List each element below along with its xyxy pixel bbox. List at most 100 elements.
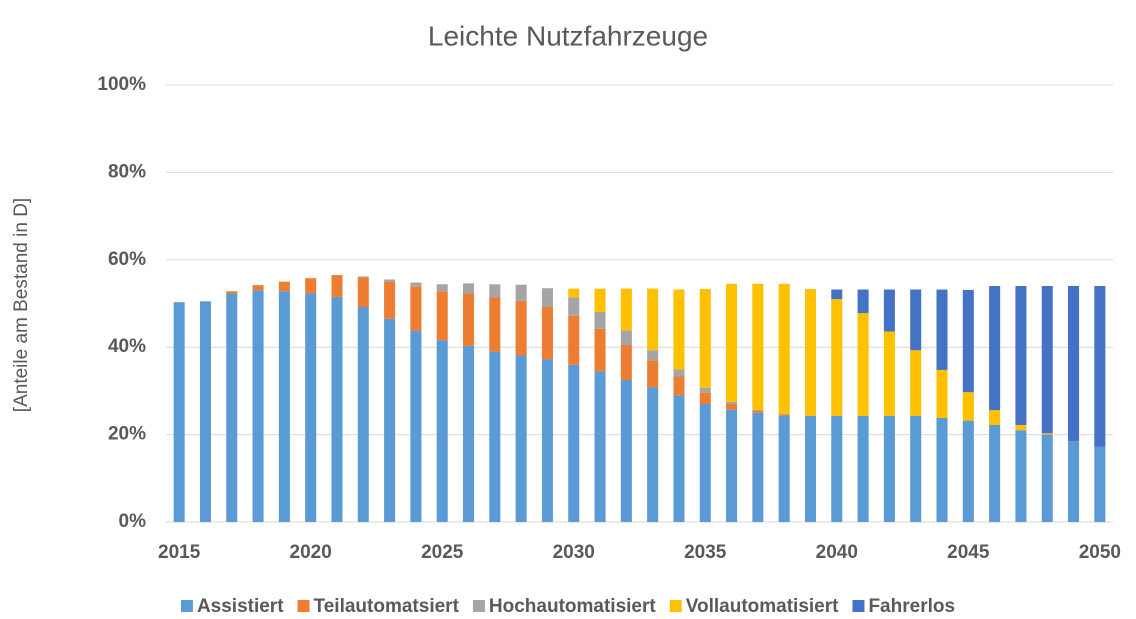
legend-swatch (297, 600, 310, 612)
x-tick-label: 2035 (684, 542, 727, 563)
bar-segment (962, 392, 974, 421)
bar-segment (620, 379, 632, 522)
bar-segment (726, 404, 738, 410)
bar-segment (910, 289, 922, 351)
bar-segment (620, 330, 632, 346)
bar-segment (384, 281, 396, 319)
bar-segment (647, 350, 659, 361)
bar-segment (699, 387, 711, 393)
bar-segment (1015, 286, 1027, 425)
bar-segment (936, 417, 948, 522)
bar-segment (752, 283, 764, 410)
bar-segment (541, 306, 553, 360)
bar-segment (831, 415, 843, 522)
legend-swatch (180, 600, 193, 612)
legend-swatch (669, 600, 682, 612)
bar-segment (226, 291, 238, 294)
bar-segment (989, 286, 1001, 411)
bar-segment (541, 288, 553, 307)
bar-segment (726, 283, 738, 402)
y-tick-label: 40% (108, 336, 146, 357)
bar-segment (1041, 286, 1053, 434)
bar-segment (252, 290, 264, 522)
bar-segment (410, 286, 422, 331)
bar-segment (726, 409, 738, 522)
legend-label: Teilautomatsiert (314, 596, 460, 617)
bar-segment (462, 293, 475, 346)
bar-segment (883, 289, 895, 332)
bar-segment (883, 331, 895, 416)
bar-segment (305, 293, 317, 522)
bar-segment (673, 395, 685, 522)
bar-segment (804, 289, 817, 416)
bar-segment (831, 289, 843, 300)
bar-segment (515, 355, 527, 522)
bar-segment (515, 284, 527, 301)
bar-segment (620, 345, 632, 380)
y-tick-label: 20% (108, 424, 146, 445)
bar-segment (1041, 434, 1053, 522)
bar-segment (831, 299, 843, 416)
bar-segment (357, 276, 369, 278)
bar-segment (568, 315, 580, 365)
chart-title: Leichte Nutzfahrzeuge (428, 20, 708, 51)
bar-segment (305, 278, 317, 294)
x-tick-label: 2045 (947, 542, 990, 563)
bar-segment (331, 296, 343, 522)
bar-segment (910, 415, 922, 522)
bar-segment (752, 410, 764, 413)
bar-segment (936, 369, 948, 418)
bar-segment (620, 288, 632, 331)
bar-segment (252, 285, 264, 291)
bar-segment (462, 283, 475, 294)
y-tick-label: 100% (97, 74, 146, 95)
bar-segment (673, 376, 685, 396)
bar-segment (541, 359, 553, 522)
bar-segment (883, 415, 895, 522)
bar-segment (726, 401, 738, 405)
bar-segment (278, 281, 290, 292)
bar-segment (910, 350, 922, 416)
bar-segment (1068, 441, 1080, 522)
bar-segment (594, 328, 606, 372)
bar-segment (594, 311, 606, 329)
x-tick-label: 2020 (290, 542, 332, 563)
bar-segment (752, 409, 764, 411)
bar-segment (857, 289, 869, 314)
bar-segment (568, 364, 580, 522)
bar-segment (1015, 424, 1027, 431)
bar-segment (278, 291, 290, 522)
bar-segment (752, 412, 764, 522)
legend-label: Vollautomatisiert (686, 596, 839, 617)
y-axis-title: [Anteile am Bestand in D] (11, 198, 32, 412)
bar-segment (778, 414, 790, 416)
bar-segment (384, 318, 396, 522)
bar-segment (647, 288, 659, 351)
bar-segment (699, 404, 711, 522)
bar-segment (199, 301, 211, 522)
x-tick-label: 2015 (158, 542, 201, 563)
bar-segment (778, 415, 790, 522)
bar-segment (1094, 446, 1106, 522)
bar-segment (962, 289, 974, 393)
bar-segment (410, 330, 422, 522)
x-tick-label: 2030 (553, 542, 595, 563)
bar-segment (489, 351, 501, 522)
bar-segment (594, 288, 606, 312)
legend-label: Assistiert (197, 596, 284, 617)
bar-segment (384, 279, 396, 282)
bar-segment (489, 284, 501, 298)
bar-segment (778, 283, 790, 415)
bar-segment (462, 345, 475, 522)
bar-segment (989, 424, 1001, 522)
bar-segment (410, 282, 422, 287)
bar-segment (1068, 286, 1080, 442)
bar-segment (936, 289, 948, 370)
bar-segment (331, 275, 343, 297)
bar-segment (594, 371, 606, 522)
bar-segment (699, 392, 711, 405)
bar-segment (673, 369, 685, 377)
bar-segment (1094, 286, 1106, 447)
bar-segment (436, 291, 448, 341)
bar-segment (436, 340, 448, 522)
